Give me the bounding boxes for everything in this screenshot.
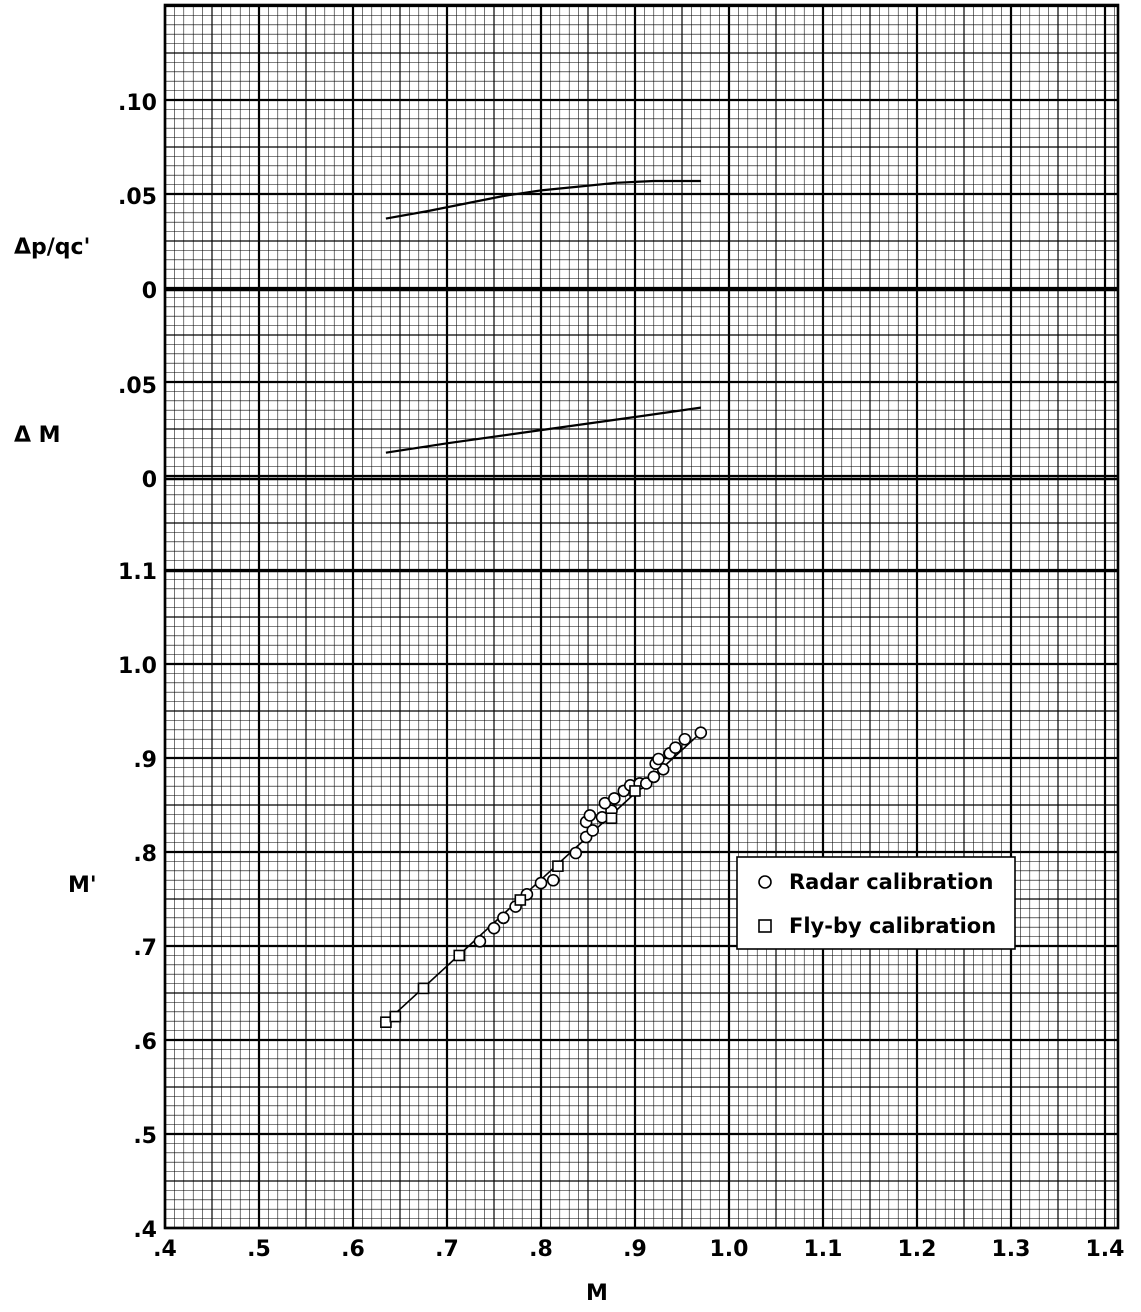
- fly-by-calibration-point: [389, 1010, 402, 1023]
- y-tick-label-mach: .6: [133, 1030, 157, 1055]
- radar-calibration-point: [586, 824, 600, 837]
- fly-by-calibration-point: [605, 812, 618, 825]
- x-tick-label: 1.3: [992, 1237, 1031, 1262]
- radar-calibration-point: [694, 726, 708, 739]
- y-tick-label-mach: .5: [133, 1124, 157, 1149]
- y-axis-title-delta-p: Δp/qᴄ': [14, 235, 90, 260]
- plot-frame: [163, 3, 1120, 1230]
- x-axis-title: M: [586, 1281, 608, 1306]
- x-tick-label: 1.0: [710, 1237, 749, 1262]
- legend-box: [736, 856, 1016, 950]
- x-tick-label: .6: [341, 1237, 365, 1262]
- x-tick-label: .7: [435, 1237, 459, 1262]
- grid: [163, 3, 1120, 1230]
- radar-calibration-point: [669, 741, 682, 755]
- y-tick-label-delta-p: 0: [142, 279, 157, 304]
- x-tick-label: 1.1: [804, 1237, 843, 1262]
- legend-square-marker: [758, 919, 772, 933]
- radar-calibration-point: [534, 876, 548, 890]
- y-tick-label-delta-p: .05: [118, 185, 157, 210]
- y-tick-label-delta-m: 0: [142, 468, 157, 493]
- fly-by-calibration-point: [380, 1016, 392, 1029]
- fly-by-calibration-point: [514, 894, 527, 906]
- x-tick-label: .5: [247, 1237, 271, 1262]
- mach-correction-curve: [385, 406, 701, 454]
- radar-calibration-point: [569, 846, 583, 860]
- y-tick-label-mach: .9: [133, 748, 157, 773]
- y-tick-label-mach: 1.1: [118, 560, 157, 585]
- y-axis-title-mach: M': [68, 873, 97, 898]
- radar-calibration-point: [647, 770, 661, 784]
- fly-by-calibration-point: [552, 860, 564, 872]
- plot-data: [380, 179, 708, 1029]
- x-tick-label: .9: [623, 1237, 647, 1262]
- legend-label: Radar calibration: [789, 870, 993, 894]
- legend: Radar calibration Fly-by calibration: [736, 856, 1016, 950]
- radar-calibration-point: [583, 809, 597, 822]
- legend-circle-marker: [758, 875, 772, 889]
- y-tick-label-delta-m: .05: [118, 374, 157, 399]
- y-tick-label-mach: .4: [133, 1218, 157, 1243]
- radar-calibration-point: [473, 935, 487, 948]
- x-tick-label: 1.4: [1086, 1237, 1125, 1262]
- fly-by-calibration-point: [417, 982, 430, 995]
- y-axis-title-delta-m: Δ M: [14, 423, 61, 448]
- fly-by-calibration-point: [453, 949, 466, 962]
- y-tick-label-mach: .8: [133, 842, 157, 867]
- x-tick-label: .8: [529, 1237, 553, 1262]
- axis-labels: .4 .5 .6 .7 .8 .9 1.0 1.1 1.2 1.3 1.4 .4 .5 .6 .7 .8 .9 1…: [14, 91, 1124, 1306]
- legend-label: Fly-by calibration: [789, 914, 996, 938]
- x-tick-label: .4: [153, 1237, 177, 1262]
- x-tick-label: 1.2: [898, 1237, 937, 1262]
- y-tick-label-mach: 1.0: [118, 654, 157, 679]
- fly-by-calibration-point: [629, 785, 641, 797]
- pressure-error-curve: [385, 179, 701, 220]
- radar-calibration-point: [652, 752, 665, 766]
- y-tick-label-mach: .7: [133, 936, 157, 961]
- radar-calibration-point: [546, 873, 560, 887]
- radar-calibration-point: [678, 732, 692, 746]
- y-tick-label-delta-p: .10: [118, 91, 157, 116]
- radar-calibration-point: [487, 921, 501, 935]
- radar-calibration-point: [497, 911, 510, 925]
- radar-calibration-point: [608, 792, 621, 805]
